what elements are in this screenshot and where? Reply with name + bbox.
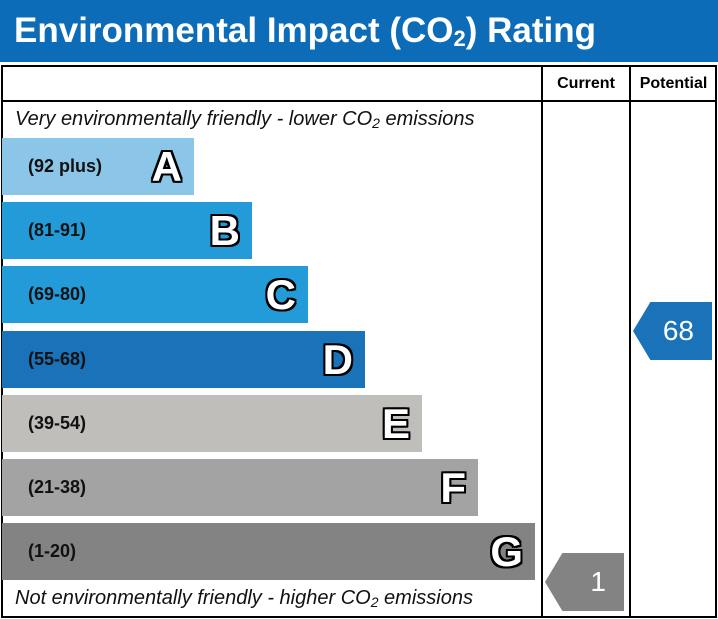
title-end: ) Rating <box>465 11 597 50</box>
band-letter: D <box>322 336 353 383</box>
band-letter: C <box>265 271 296 318</box>
chart-title: Environmental Impact (CO2) Rating <box>0 0 718 62</box>
current-rating-arrow: 1 <box>545 553 624 611</box>
title-sub: 2 <box>453 26 466 51</box>
bottom-note-text: Not environmentally friendly - higher CO <box>15 587 371 609</box>
divider <box>541 65 543 618</box>
band-b: (81-91) B <box>2 202 252 259</box>
potential-rating-value: 68 <box>662 315 694 346</box>
band-g: (1-20) G <box>2 523 535 580</box>
bottom-note-sub: 2 <box>370 594 379 610</box>
band-letter: F <box>440 464 466 511</box>
divider <box>1 100 717 102</box>
title-text: Environmental Impact (CO <box>14 11 454 50</box>
top-note-end: emissions <box>379 108 475 130</box>
top-note-text: Very environmentally friendly - lower CO <box>15 108 373 130</box>
bottom-note-end: emissions <box>378 587 473 609</box>
band-range: (21-38) <box>28 477 87 497</box>
band-letter: E <box>381 400 410 447</box>
band-range: (39-54) <box>28 413 87 433</box>
band-e: (39-54) E <box>2 395 422 452</box>
band-letter: G <box>490 528 523 575</box>
band-range: (81-91) <box>28 220 87 240</box>
band-d: (55-68) D <box>2 331 365 388</box>
band-range: (92 plus) <box>28 156 103 176</box>
top-note-sub: 2 <box>372 115 380 131</box>
divider <box>629 65 631 618</box>
top-note: Very environmentally friendly - lower CO… <box>15 108 474 131</box>
current-header: Current <box>557 75 615 92</box>
band-c: (69-80) C <box>2 266 308 323</box>
current-rating-value: 1 <box>590 566 606 597</box>
band-f: (21-38) F <box>2 459 478 516</box>
bottom-note: Not environmentally friendly - higher CO… <box>15 587 473 610</box>
band-range: (55-68) <box>28 349 87 369</box>
band-letter: A <box>151 143 182 190</box>
band-a: (92 plus) A <box>2 138 194 195</box>
potential-rating-arrow: 68 <box>633 302 712 360</box>
band-range: (69-80) <box>28 284 87 304</box>
band-letter: B <box>209 207 240 254</box>
potential-header: Potential <box>639 75 708 92</box>
band-range: (1-20) <box>28 541 77 561</box>
